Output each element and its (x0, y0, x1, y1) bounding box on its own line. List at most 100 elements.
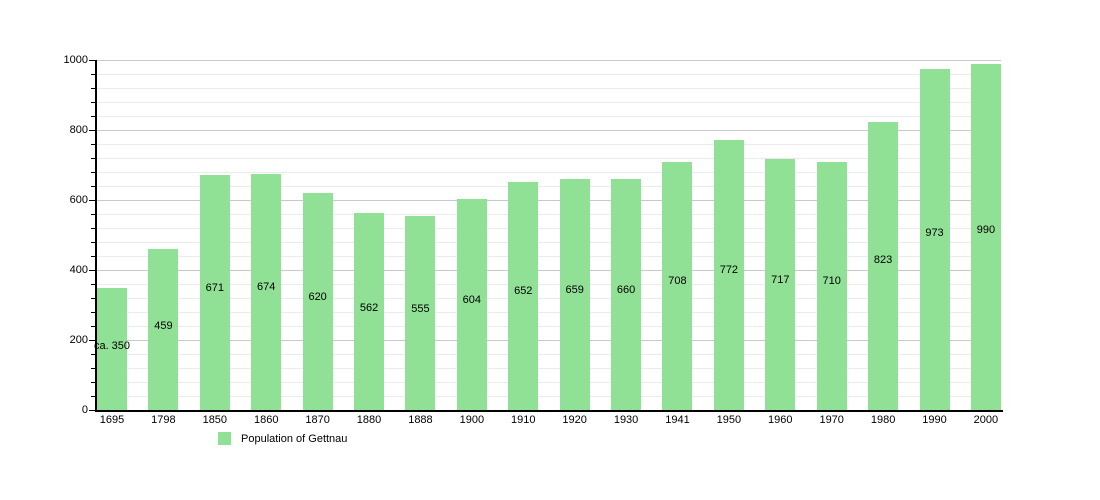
bar-slot: 710 1970 (816, 60, 847, 426)
bar: 555 (405, 215, 436, 410)
minor-gridline (97, 396, 1001, 397)
bar-slot: 772 1950 (713, 60, 744, 426)
bar: 659 (559, 179, 590, 410)
bar-slot: 562 1880 (354, 60, 385, 426)
y-axis-tick (91, 298, 95, 299)
y-axis-tick (91, 158, 95, 159)
y-axis-tick (91, 382, 95, 383)
minor-gridline (97, 74, 1001, 75)
y-axis-tick (91, 214, 95, 215)
x-axis-tick-label: 1960 (768, 414, 793, 426)
bar: 604 (456, 198, 487, 410)
grid-layer (97, 60, 1001, 410)
bar-slot: 671 1850 (199, 60, 230, 426)
x-axis-tick-label: 1950 (716, 414, 742, 426)
major-gridline (97, 60, 1001, 61)
bar-value-label: 620 (308, 291, 327, 304)
legend-color-swatch (218, 432, 231, 445)
y-axis-tick-label: 400 (69, 264, 88, 276)
y-axis-tick (91, 144, 95, 145)
x-axis-tick-label: 1860 (253, 414, 279, 426)
y-axis-tick (91, 312, 95, 313)
major-gridline (97, 340, 1001, 341)
y-axis-tick (91, 186, 95, 187)
bar-value-label: 555 (411, 302, 430, 315)
minor-gridline (97, 214, 1001, 215)
minor-gridline (97, 88, 1001, 89)
bar-value-label: 459 (154, 320, 173, 333)
bar-slot: 990 2000 (970, 60, 1001, 426)
y-axis-tick (91, 326, 95, 327)
y-axis-tick (91, 88, 95, 89)
y-axis-tick (91, 228, 95, 229)
bar-slot: 708 1941 (662, 60, 693, 426)
y-axis-tick-label: 1000 (63, 54, 88, 66)
bar: ca. 350 (94, 287, 130, 410)
y-axis-tick (91, 74, 95, 75)
bar-slot: ca. 350 1695 (94, 60, 130, 426)
minor-gridline (97, 256, 1001, 257)
minor-gridline (97, 102, 1001, 103)
x-axis-tick-label: 1880 (356, 414, 382, 426)
plot-area (95, 60, 1003, 412)
bar: 652 (508, 181, 539, 410)
bar: 459 (148, 249, 179, 410)
bar-slot: 459 1798 (148, 60, 179, 426)
bar-slot: 674 1860 (251, 60, 282, 426)
bar-slot: 823 1980 (868, 60, 899, 426)
x-axis-tick-label: 1888 (408, 414, 433, 426)
bar-slot: 717 1960 (765, 60, 796, 426)
y-axis-tick (91, 396, 95, 397)
bar-value-label: 562 (359, 301, 379, 314)
y-axis-tick (89, 340, 95, 341)
x-axis-tick-label: 1990 (922, 414, 947, 426)
y-axis-tick (89, 200, 95, 201)
y-axis-tick (89, 270, 95, 271)
bar: 708 (662, 162, 693, 410)
bar-slot: 652 1910 (508, 60, 539, 426)
y-axis-tick (91, 102, 95, 103)
bar: 674 (251, 174, 282, 410)
x-axis-tick-label: 1900 (459, 414, 485, 426)
bar-value-label: 604 (462, 294, 482, 307)
bar: 772 (713, 139, 744, 410)
x-axis-tick-label: 1910 (511, 414, 536, 426)
y-axis-tick (89, 410, 95, 411)
y-axis-tick (91, 256, 95, 257)
bar-slot: 659 1920 (559, 60, 590, 426)
x-axis-tick-label: 1930 (613, 414, 639, 426)
bar: 990 (970, 63, 1001, 410)
x-axis-tick-label: 1920 (562, 414, 587, 426)
bar-value-label: 660 (616, 283, 636, 296)
y-axis-tick (91, 172, 95, 173)
y-axis-tick (91, 242, 95, 243)
minor-gridline (97, 158, 1001, 159)
bar: 717 (765, 159, 796, 410)
y-axis-tick (89, 60, 95, 61)
bar-value-label: 973 (925, 226, 944, 239)
major-gridline (97, 270, 1001, 271)
x-axis-tick-label: 1870 (305, 414, 330, 426)
minor-gridline (97, 312, 1001, 313)
x-axis-tick-label: 1970 (819, 414, 844, 426)
minor-gridline (97, 284, 1001, 285)
x-axis-tick-label: 1980 (870, 414, 896, 426)
minor-gridline (97, 298, 1001, 299)
bar-value-label: 652 (514, 285, 533, 298)
minor-gridline (97, 186, 1001, 187)
bar-value-label: 772 (719, 263, 739, 276)
x-axis-tick-label: 2000 (973, 414, 999, 426)
bar: 973 (919, 69, 950, 410)
bar-value-label: 671 (205, 281, 224, 294)
minor-gridline (97, 354, 1001, 355)
minor-gridline (97, 368, 1001, 369)
x-axis-tick-label: 1798 (151, 414, 176, 426)
x-axis-tick-label: 1850 (202, 414, 228, 426)
major-gridline (97, 200, 1001, 201)
minor-gridline (97, 228, 1001, 229)
y-axis-tick (91, 368, 95, 369)
bar-slot: 620 1870 (302, 60, 333, 426)
bar-slot: 973 1990 (919, 60, 950, 426)
minor-gridline (97, 116, 1001, 117)
